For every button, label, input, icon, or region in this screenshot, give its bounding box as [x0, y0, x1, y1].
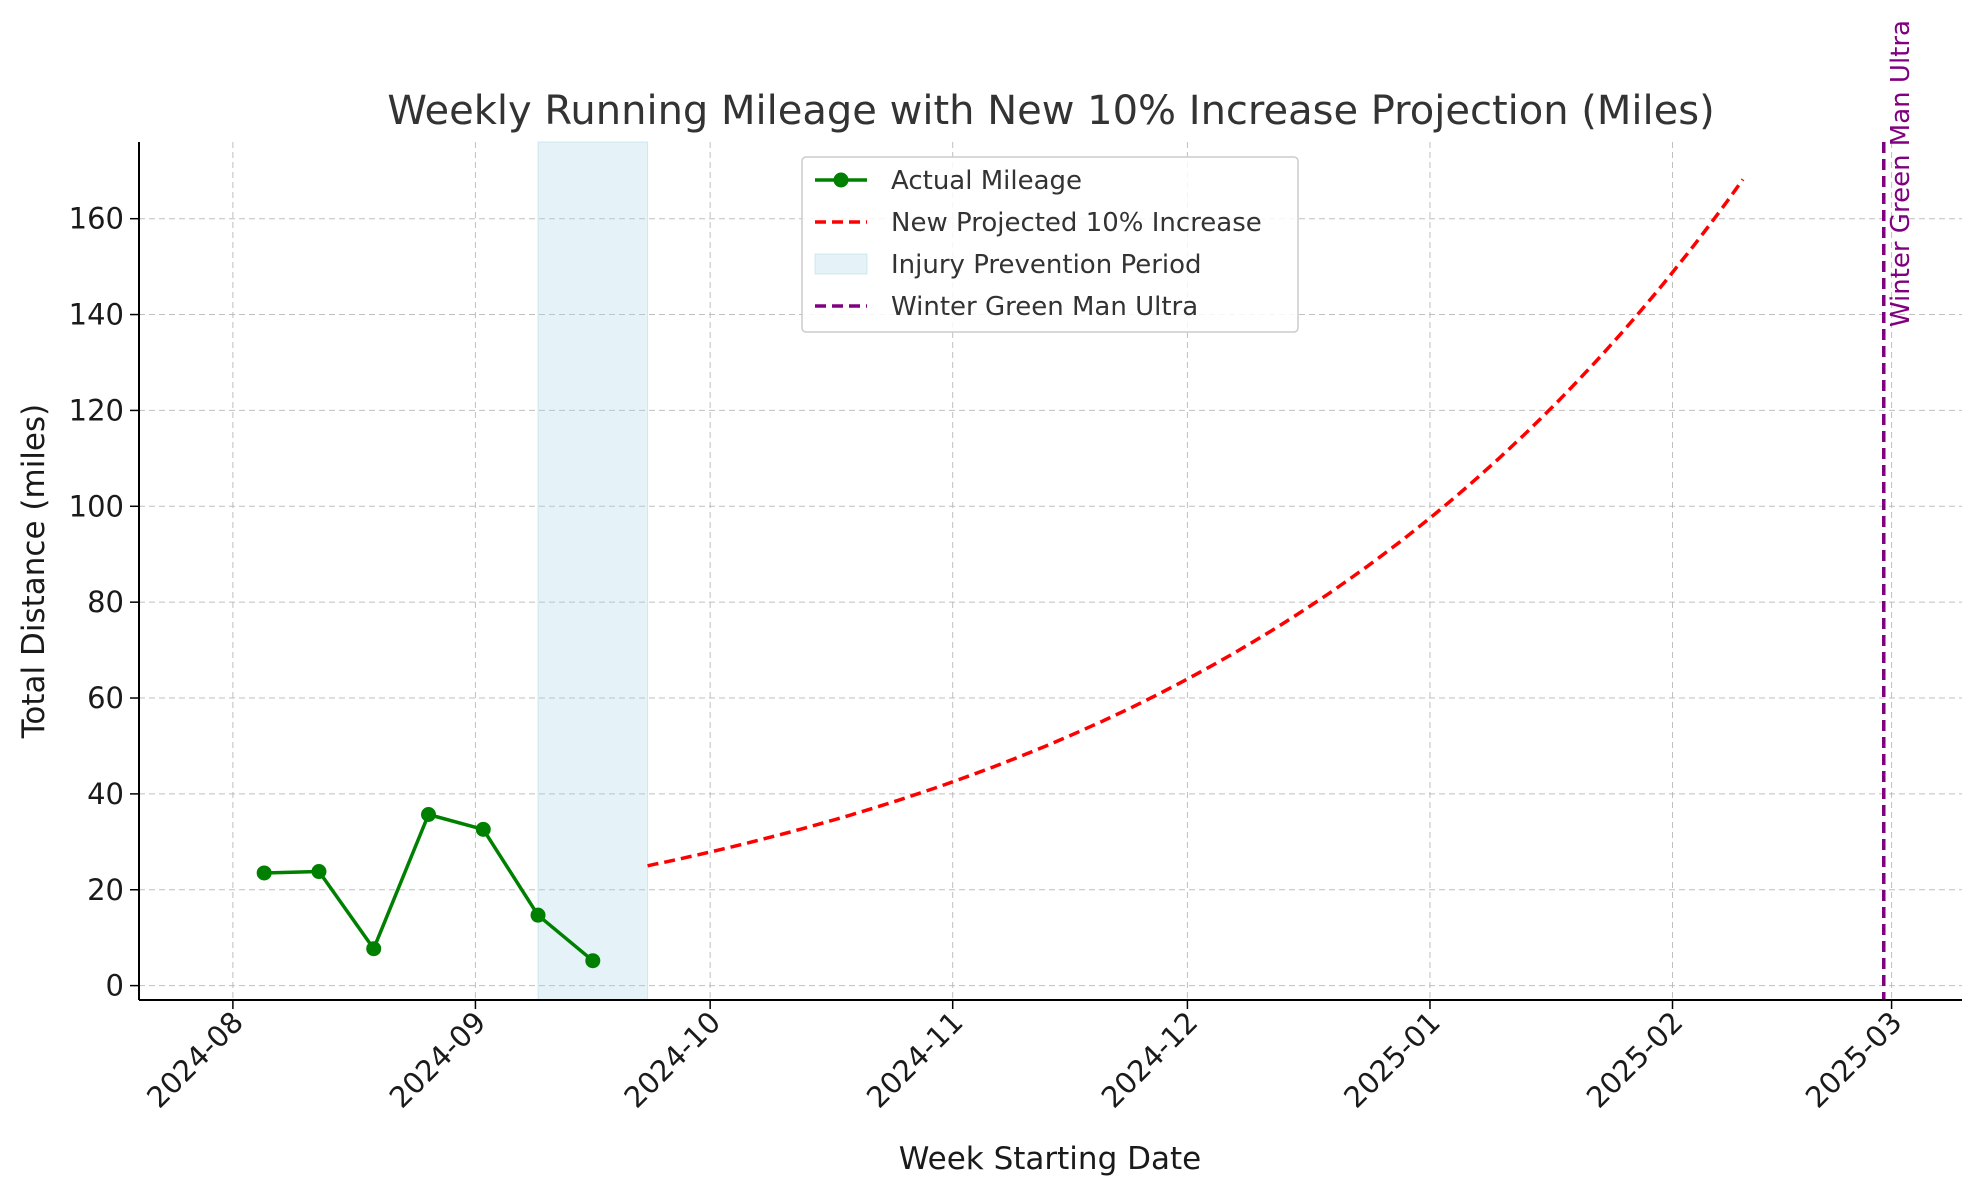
legend-actual-marker — [833, 172, 849, 188]
injury-prevention-region — [537, 141, 649, 1001]
x-tick-label: 2025-02 — [1580, 1005, 1690, 1115]
y-axis-label: Total Distance (miles) — [16, 404, 52, 740]
x-tick-label: 2025-03 — [1799, 1005, 1909, 1115]
actual-mileage-point — [475, 821, 491, 837]
legend-box — [801, 156, 1299, 333]
y-tick-label: 80 — [87, 585, 124, 619]
actual-mileage-point — [585, 953, 601, 969]
actual-mileage-point — [366, 941, 382, 957]
axes — [138, 142, 1962, 1001]
legend: Actual Mileage New Projected 10% Increase… — [801, 156, 1299, 333]
x-tick-label: 2025-01 — [1337, 1005, 1447, 1115]
legend-label: Winter Green Man Ultra — [891, 292, 1198, 322]
x-tick-label: 2024-08 — [140, 1005, 250, 1115]
y-tick-label: 100 — [69, 489, 124, 523]
y-tick-label: 40 — [87, 777, 124, 811]
y-ticks: 0 20 40 60 80 100 120 140 160 — [69, 202, 139, 1003]
legend-injury-swatch — [814, 253, 868, 275]
race-day-marker: Winter Green Man Ultra — [1882, 20, 1916, 1000]
y-tick-label: 60 — [87, 681, 124, 715]
y-tick-label: 120 — [69, 393, 124, 427]
x-tick-label: 2024-09 — [383, 1005, 493, 1115]
legend-label: Actual Mileage — [891, 166, 1082, 196]
series-layer — [256, 178, 1745, 969]
y-tick-label: 140 — [69, 298, 124, 332]
actual-mileage-point — [420, 806, 436, 822]
projection-line — [647, 178, 1745, 868]
x-ticks: 2024-08 2024-09 2024-10 2024-11 2024-12 2025-… — [140, 1000, 1909, 1115]
actual-mileage-point — [530, 907, 546, 923]
actual-mileage-point — [311, 864, 327, 880]
chart-title: Weekly Running Mileage with New 10% Incr… — [387, 88, 1714, 134]
x-axis-label: Week Starting Date — [899, 1141, 1201, 1177]
y-tick-label: 0 — [106, 969, 124, 1003]
race-day-label: Winter Green Man Ultra — [1886, 20, 1916, 327]
x-tick-label: 2024-10 — [617, 1005, 727, 1115]
actual-mileage-point — [256, 865, 272, 881]
legend-label: Injury Prevention Period — [891, 250, 1202, 280]
injury-prevention-band — [537, 141, 649, 1001]
x-tick-label: 2024-12 — [1095, 1005, 1205, 1115]
x-tick-label: 2024-11 — [860, 1005, 970, 1115]
legend-label: New Projected 10% Increase — [891, 208, 1262, 238]
y-tick-label: 160 — [69, 202, 124, 236]
y-tick-label: 20 — [87, 873, 124, 907]
